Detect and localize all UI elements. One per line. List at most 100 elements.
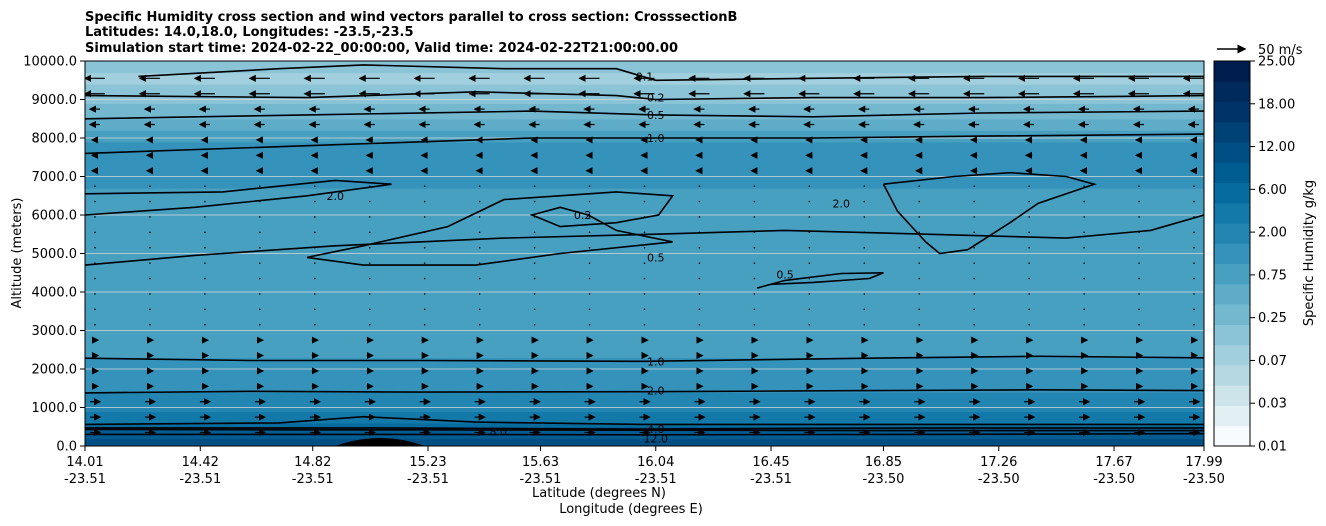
contour-line [756, 272, 884, 289]
wind-vector [204, 185, 206, 187]
wind-vector [1083, 185, 1085, 187]
wind-vector [808, 200, 811, 203]
wind-vector [1193, 185, 1195, 187]
wind-vector [918, 293, 921, 295]
wind-vector [1138, 246, 1140, 249]
wind-vector [259, 200, 261, 203]
wind-vector [204, 246, 206, 249]
wind-vector [149, 308, 151, 311]
field-band [85, 376, 1204, 382]
wind-vector [808, 308, 811, 311]
y-tick-label: 4000.0 [32, 286, 78, 301]
x-tick-label-lat: 14.42 [182, 455, 219, 470]
wind-vector [1083, 323, 1085, 326]
x-tick-label-lon: -23.51 [520, 472, 562, 487]
wind-vector [533, 277, 536, 280]
contour-line [85, 90, 1204, 101]
wind-vector [1028, 216, 1030, 218]
x-tick-label-lon: -23.50 [1183, 472, 1225, 487]
colorbar-swatch [1214, 101, 1250, 123]
wind-vector [973, 262, 975, 264]
contour-line [85, 179, 392, 216]
wind-vector [863, 277, 866, 280]
contour-label: 0.1 [636, 70, 654, 83]
wind-vector [973, 185, 975, 187]
colorbar-swatch [1214, 324, 1250, 346]
terrain [335, 438, 426, 446]
field-band [85, 218, 1204, 224]
wind-vector [918, 262, 921, 264]
wind-vector [643, 277, 646, 280]
x-tick-label-lon: -23.51 [179, 472, 221, 487]
colorbar-tick-label: 0.03 [1258, 397, 1287, 412]
colorbar-swatch [1214, 182, 1250, 204]
y-tick-label: 3000.0 [32, 324, 78, 339]
field-band [85, 238, 1204, 243]
wind-vector [753, 246, 756, 249]
wind-vector [368, 293, 371, 295]
wind-vector [973, 216, 975, 218]
wind-vector [1138, 200, 1140, 203]
wind-vector [423, 231, 426, 234]
contour-label: 1.0 [647, 355, 665, 368]
field-band [85, 222, 1204, 228]
wind-vector [808, 293, 811, 295]
wind-vector [1193, 246, 1195, 249]
wind-vector [753, 216, 756, 218]
field-band [85, 288, 1204, 293]
wind-vector [753, 185, 756, 187]
wind-vector [368, 323, 371, 326]
x-tick-label-lat: 16.45 [752, 455, 789, 470]
wind-vector [259, 277, 261, 280]
wind-vector [1083, 262, 1085, 264]
wind-vector [478, 200, 481, 203]
wind-vector [863, 293, 866, 295]
wind-vector [863, 323, 866, 326]
colorbar-swatch [1214, 385, 1250, 406]
wind-vector [698, 185, 701, 187]
wind-vector [478, 185, 481, 187]
wind-vector [314, 262, 316, 264]
field-band [85, 80, 1204, 85]
wind-vector [314, 277, 316, 280]
wind-vector [149, 216, 151, 218]
wind-vector [643, 262, 646, 264]
wind-vector [533, 216, 536, 218]
wind-vector [1138, 308, 1140, 311]
colorbar-tick-label: 0.07 [1258, 354, 1287, 369]
wind-vector [698, 231, 701, 234]
wind-vector [973, 308, 975, 311]
wind-vector [863, 185, 866, 187]
field-band [85, 438, 1204, 443]
field-band [85, 72, 1204, 77]
wind-vector [918, 231, 921, 234]
wind-vector [698, 293, 701, 295]
contour-label: 0.2 [574, 209, 592, 222]
wind-vector [1138, 262, 1140, 264]
wind-vector [478, 293, 481, 295]
wind-vector [588, 262, 591, 264]
wind-vector [643, 185, 646, 187]
x-axis-label-lat: Latitude (degrees N) [532, 486, 666, 501]
wind-vector [918, 246, 921, 249]
contour-label: 4.0 [647, 423, 665, 436]
field-band [85, 203, 1204, 208]
field-band [85, 392, 1204, 397]
contour-line [85, 415, 1204, 426]
wind-vector [423, 323, 426, 326]
field-band [85, 84, 1204, 89]
y-axis-label: Altitude (meters) [10, 198, 25, 309]
field-band [85, 411, 1204, 416]
wind-vector [259, 262, 261, 264]
y-tick-label: 6000.0 [32, 209, 78, 224]
field-band [85, 330, 1204, 335]
x-tick-label-lon: -23.51 [635, 472, 677, 487]
wind-vector [973, 293, 975, 295]
field-band [85, 295, 1204, 301]
contour-line [882, 171, 1098, 255]
wind-vector [533, 323, 536, 326]
wind-vector [1028, 231, 1030, 234]
wind-vector [588, 200, 591, 203]
field-band [85, 434, 1204, 439]
